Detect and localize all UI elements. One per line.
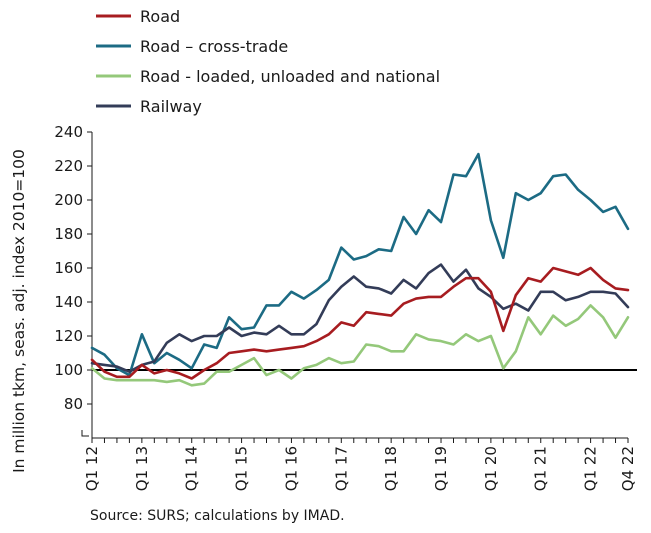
y-axis-label: In million tkm, seas. adj. index 2010=10… <box>10 149 28 473</box>
x-tick-label: Q4 22 <box>619 446 637 491</box>
axes <box>81 131 629 443</box>
y-tick-label: 220 <box>54 157 83 175</box>
y-tick-label: 240 <box>54 123 83 141</box>
y-tick-label: 80 <box>64 395 83 413</box>
x-tick-label: Q1 14 <box>183 446 201 491</box>
legend-label: Road <box>140 7 180 26</box>
axis-labels: 80 100 120 140 160 180 200 220 240 Q1 12 Q1 13 Q1 1… <box>10 123 637 491</box>
x-tick-label: Q1 13 <box>133 446 151 491</box>
x-tick-label: Q1 15 <box>233 446 251 491</box>
y-tick-label: 100 <box>54 361 83 379</box>
legend-label: Railway <box>140 97 202 116</box>
source-note: Source: SURS; calculations by IMAD. <box>90 508 345 524</box>
y-tick-label: 180 <box>54 225 83 243</box>
x-tick-label: Q1 22 <box>582 446 600 491</box>
series-line-1 <box>90 152 630 377</box>
y-tick-label: 160 <box>54 259 83 277</box>
y-tick-label: 140 <box>54 293 83 311</box>
x-tick-label: Q1 18 <box>382 446 400 491</box>
x-tick-label: Q1 12 <box>83 446 101 491</box>
series-line-2 <box>90 304 630 387</box>
y-tick-label: 120 <box>54 327 83 345</box>
legend-label: Road – cross-trade <box>140 37 288 56</box>
series-line-0 <box>90 266 630 380</box>
x-tick-label: Q1 21 <box>532 446 550 491</box>
series-lines <box>90 152 637 387</box>
axis-break-icon <box>81 430 89 437</box>
x-tick-label: Q1 19 <box>432 446 450 491</box>
x-tick-label: Q1 17 <box>332 446 350 491</box>
x-tick-label: Q1 20 <box>482 446 500 491</box>
legend-label: Road - loaded, unloaded and national <box>140 67 440 86</box>
legend: Road Road – cross-trade Road - loaded, unl… <box>96 7 440 116</box>
series-line-3 <box>90 263 630 374</box>
x-tick-label: Q1 16 <box>282 446 300 491</box>
y-tick-label: 200 <box>54 191 83 209</box>
